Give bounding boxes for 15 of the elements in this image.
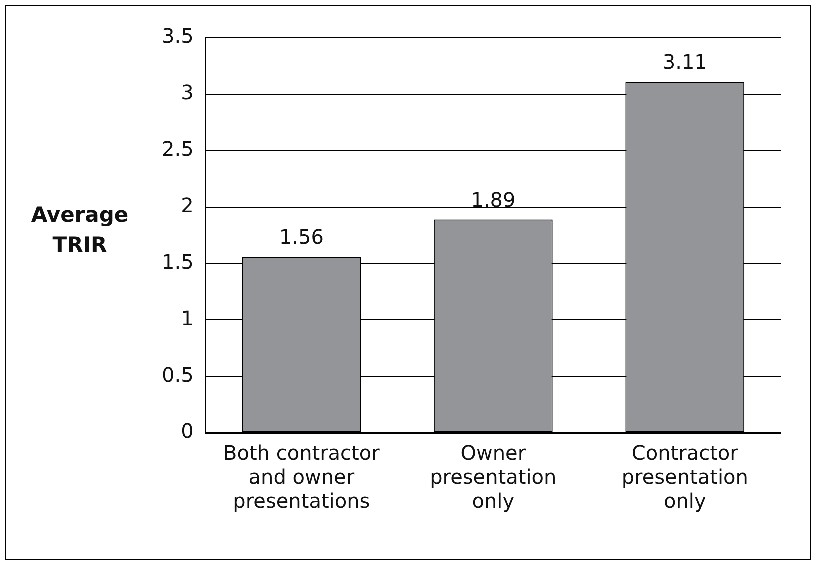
y-axis-title: Average TRIR bbox=[30, 202, 130, 259]
y-tick-label: 1.5 bbox=[162, 250, 194, 274]
data-label: 1.56 bbox=[279, 225, 324, 250]
y-tick-label: 2.5 bbox=[162, 137, 194, 162]
data-label: 3.11 bbox=[662, 50, 708, 74]
x-tick-label: Contractor presentation only bbox=[622, 441, 748, 514]
x-tick-label: Both contractor and owner presentations bbox=[223, 441, 381, 514]
y-tick-label: 3.5 bbox=[162, 24, 194, 48]
x-tick-label: Owner presentation only bbox=[430, 441, 557, 514]
y-tick-label: 0.5 bbox=[162, 362, 194, 387]
y-tick-label: 1 bbox=[181, 306, 194, 330]
y-tick-label: 2 bbox=[181, 193, 194, 218]
y-tick-label: 3 bbox=[181, 80, 194, 105]
y-tick-label: 0 bbox=[181, 419, 194, 444]
data-label: 1.89 bbox=[471, 188, 516, 212]
